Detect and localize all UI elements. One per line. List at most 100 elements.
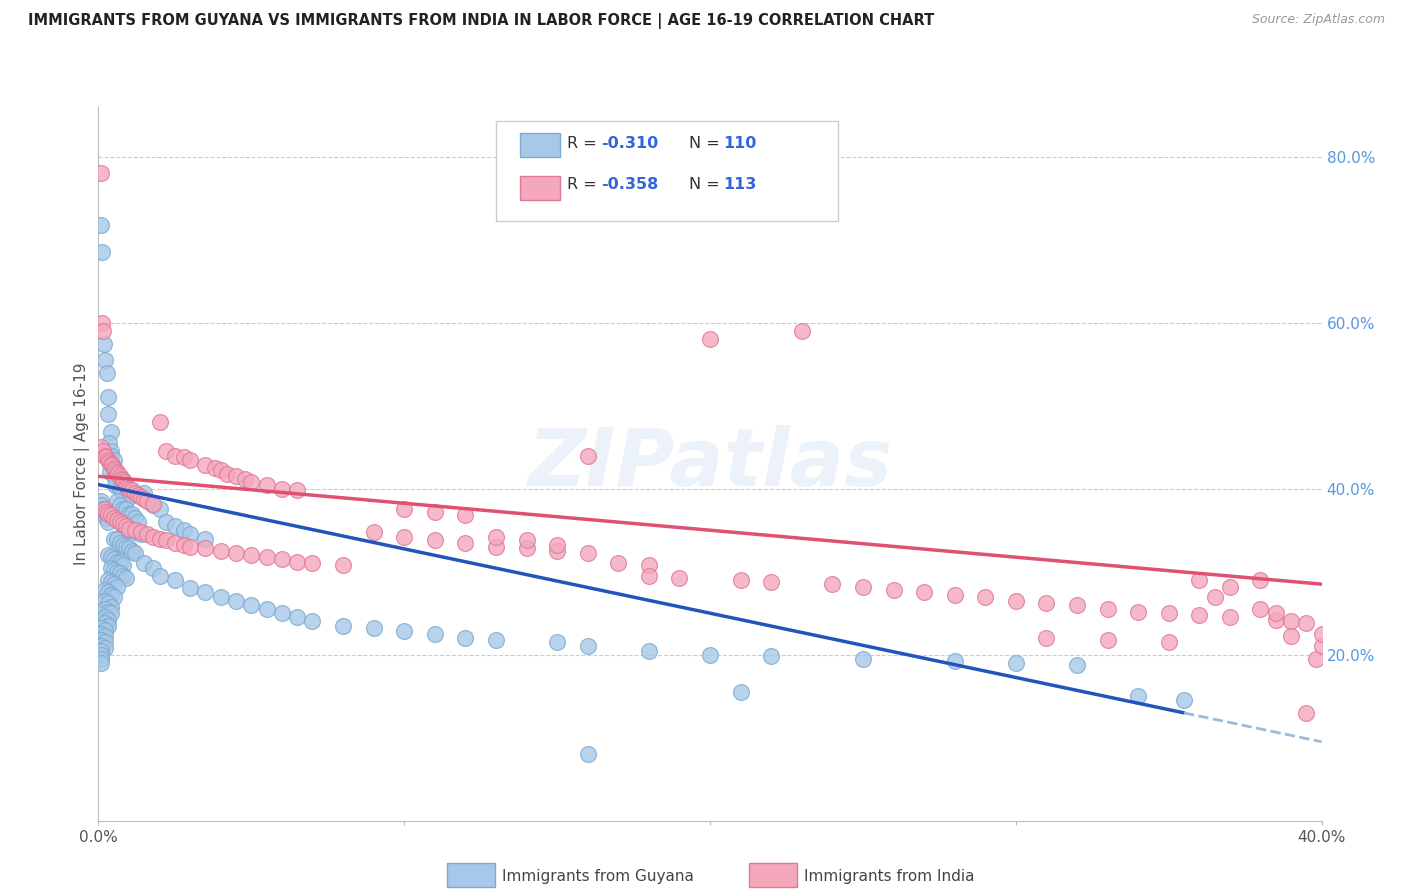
Point	[1035, 596, 1057, 610]
Point	[100, 444, 122, 458]
Point	[149, 569, 172, 583]
Point	[194, 458, 217, 473]
Point	[215, 467, 238, 481]
Point	[100, 508, 122, 523]
Point	[1188, 573, 1211, 587]
Point	[93, 593, 115, 607]
Point	[163, 449, 186, 463]
Point	[111, 474, 134, 488]
Point	[270, 482, 292, 496]
Point	[98, 436, 121, 450]
Point	[1173, 693, 1195, 707]
Point	[576, 747, 599, 762]
Point	[90, 648, 112, 662]
Point	[699, 332, 721, 346]
Point	[546, 544, 568, 558]
Point	[100, 574, 122, 589]
Point	[1066, 598, 1088, 612]
Point	[103, 532, 125, 546]
Point	[454, 508, 477, 523]
Point	[105, 465, 128, 479]
Point	[111, 516, 134, 531]
Point	[173, 538, 195, 552]
Point	[118, 523, 141, 537]
Point	[93, 582, 115, 597]
Point	[111, 569, 134, 583]
Point	[94, 450, 117, 465]
Text: N =: N =	[689, 177, 725, 192]
Point	[105, 580, 128, 594]
Point	[103, 469, 125, 483]
Point	[155, 515, 177, 529]
Point	[363, 621, 385, 635]
Point	[105, 532, 128, 546]
Point	[363, 524, 385, 539]
Point	[142, 497, 165, 511]
Point	[1295, 616, 1317, 631]
Point	[103, 552, 125, 566]
Point	[100, 599, 122, 614]
Point	[103, 577, 125, 591]
Point	[93, 610, 115, 624]
Point	[121, 507, 143, 521]
Point	[1279, 615, 1302, 629]
Y-axis label: In Labor Force | Age 16-19: In Labor Force | Age 16-19	[75, 362, 90, 566]
Text: Immigrants from Guyana: Immigrants from Guyana	[502, 869, 693, 884]
Point	[97, 507, 120, 521]
Point	[103, 590, 125, 604]
Point	[668, 571, 690, 585]
Point	[225, 593, 247, 607]
Point	[256, 549, 278, 564]
Point	[173, 523, 195, 537]
Point	[821, 577, 844, 591]
Text: -0.310: -0.310	[602, 136, 658, 151]
Point	[100, 588, 122, 602]
Point	[1219, 580, 1241, 594]
Point	[108, 535, 131, 549]
Point	[108, 557, 131, 571]
Point	[1157, 635, 1180, 649]
Point	[1310, 627, 1333, 641]
Point	[124, 523, 146, 537]
Point	[155, 444, 177, 458]
Point	[209, 590, 232, 604]
Point	[111, 519, 134, 533]
Point	[127, 515, 149, 529]
Point	[576, 640, 599, 654]
Point	[1097, 632, 1119, 647]
Point	[546, 538, 568, 552]
Point	[943, 588, 966, 602]
Point	[118, 541, 141, 556]
Point	[111, 558, 134, 572]
Point	[1249, 602, 1271, 616]
Point	[107, 467, 129, 481]
Point	[97, 596, 120, 610]
Point	[90, 632, 112, 647]
Point	[301, 557, 323, 571]
Point	[111, 538, 134, 552]
Point	[97, 605, 120, 619]
Point	[392, 530, 416, 544]
Point	[94, 510, 117, 524]
Point	[209, 544, 232, 558]
Point	[576, 546, 599, 560]
Point	[100, 560, 122, 574]
Point	[136, 494, 159, 508]
Point	[105, 477, 128, 491]
Text: Immigrants from India: Immigrants from India	[804, 869, 974, 884]
Point	[1097, 602, 1119, 616]
Point	[93, 641, 115, 656]
Point	[98, 465, 121, 479]
FancyBboxPatch shape	[496, 121, 838, 221]
Point	[118, 507, 141, 521]
Point	[97, 618, 120, 632]
Point	[105, 513, 128, 527]
Point	[332, 558, 354, 572]
Point	[97, 613, 120, 627]
Point	[115, 519, 138, 533]
Point	[110, 472, 132, 486]
Point	[240, 598, 263, 612]
Point	[759, 574, 782, 589]
Text: 113: 113	[724, 177, 756, 192]
Point	[1264, 606, 1286, 620]
